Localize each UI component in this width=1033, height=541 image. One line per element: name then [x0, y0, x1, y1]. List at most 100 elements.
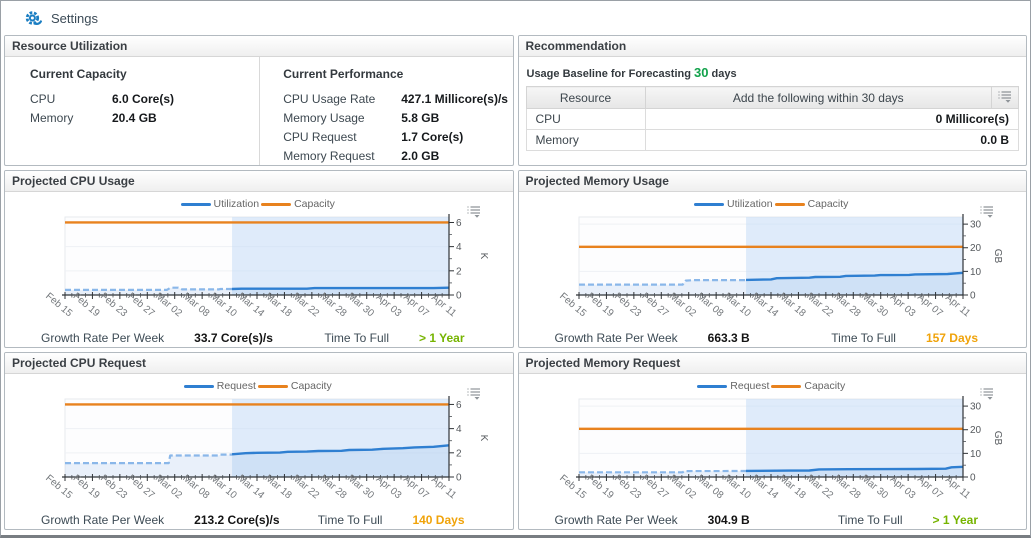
- growth-rate-value: 663.3 B: [707, 331, 750, 345]
- time-to-full-label: Time To Full: [831, 331, 896, 345]
- list-customizer-icon[interactable]: [467, 387, 481, 400]
- table-options-cell: [991, 86, 1019, 109]
- current-capacity-section: Current Capacity CPU 6.0 Core(s) Memory …: [5, 57, 259, 165]
- legend-label: Utilization: [213, 198, 260, 210]
- panel-title: Recommendation: [518, 36, 1026, 57]
- col-add-within: Add the following within 30 days: [644, 86, 992, 109]
- chart-legend: Request Capacity: [519, 380, 1027, 392]
- growth-rate-value: 304.9 B: [707, 513, 750, 527]
- section-title: Current Capacity: [30, 67, 127, 81]
- table-row: Memory 0.0 B: [525, 129, 1019, 151]
- panel-projected-cpu-request: Projected CPU Request Request Capacity: [4, 352, 514, 530]
- svg-text:Apr 03: Apr 03: [887, 292, 917, 320]
- svg-text:30: 30: [970, 402, 982, 413]
- svg-text:Apr 03: Apr 03: [887, 474, 917, 502]
- chart-area: Utilization Capacity Feb 15 Feb 19 Feb 2: [519, 192, 1027, 329]
- baseline-prefix: Usage Baseline for Forecasting: [526, 68, 691, 80]
- metric-label: CPU Usage Rate: [283, 92, 376, 106]
- metric-value: 427.1 Millicore(s)/s: [401, 92, 508, 106]
- legend-swatch: [180, 202, 211, 206]
- current-performance-section: Current Performance CPU Usage Rate 427.1…: [259, 57, 512, 165]
- svg-text:30: 30: [970, 220, 982, 231]
- svg-text:0: 0: [456, 291, 462, 302]
- list-customizer-icon[interactable]: [998, 90, 1012, 103]
- legend-swatch: [261, 202, 292, 206]
- svg-text:Apr 11: Apr 11: [429, 292, 458, 319]
- metric-label: Memory: [30, 111, 74, 125]
- table-header-row: Resource Add the following within 30 day…: [525, 86, 1019, 109]
- usage-baseline-text: Usage Baseline for Forecasting 30 days: [519, 57, 1027, 86]
- growth-rate-label: Growth Rate Per Week: [41, 513, 165, 527]
- settings-link[interactable]: Settings: [51, 10, 98, 26]
- panel-recommendation: Recommendation Usage Baseline for Foreca…: [517, 35, 1027, 166]
- settings-bar: Settings: [1, 1, 1030, 35]
- list-customizer-icon[interactable]: [467, 205, 481, 218]
- svg-text:2: 2: [456, 448, 462, 459]
- col-resource: Resource: [525, 86, 646, 109]
- time-to-full-value: 157 Days: [925, 331, 978, 345]
- svg-text:Apr 07: Apr 07: [401, 474, 431, 502]
- svg-text:10: 10: [970, 449, 982, 460]
- table-row: CPU 0 Millicore(s): [525, 108, 1019, 130]
- svg-text:Apr 11: Apr 11: [429, 474, 458, 501]
- list-customizer-icon[interactable]: [980, 387, 994, 400]
- svg-text:6: 6: [456, 400, 462, 411]
- list-customizer-icon[interactable]: [980, 205, 994, 218]
- resource-cell: CPU: [525, 108, 646, 130]
- svg-text:Apr 07: Apr 07: [401, 292, 431, 320]
- svg-text:Apr 03: Apr 03: [374, 474, 404, 502]
- svg-text:Apr 07: Apr 07: [915, 292, 945, 320]
- legend-swatch: [697, 384, 728, 388]
- recommendation-table: Resource Add the following within 30 day…: [525, 86, 1019, 151]
- metric-row: CPU Usage Rate 427.1 Millicore(s)/s: [283, 92, 512, 106]
- metric-row: CPU Request 1.7 Core(s): [283, 130, 512, 144]
- baseline-suffix: days: [711, 68, 737, 80]
- time-to-full-value: > 1 Year: [419, 331, 465, 345]
- metric-label: CPU Request: [283, 130, 357, 144]
- resource-cell: Memory: [525, 129, 646, 151]
- svg-text:GB: GB: [992, 431, 1003, 446]
- growth-rate-label: Growth Rate Per Week: [554, 331, 678, 345]
- time-to-full-label: Time To Full: [324, 331, 389, 345]
- time-to-full-label: Time To Full: [317, 513, 383, 527]
- panel-projected-memory-request: Projected Memory Request Request Capacit…: [517, 352, 1027, 530]
- chart-stats: Growth Rate Per Week 33.7 Core(s)/s Time…: [5, 329, 513, 347]
- svg-text:Apr 07: Apr 07: [915, 474, 945, 502]
- gear-icon[interactable]: [24, 9, 43, 28]
- resource-value-cell: 0 Millicore(s): [644, 108, 1019, 130]
- panel-title: Projected Memory Usage: [518, 171, 1026, 192]
- legend-swatch: [183, 384, 214, 388]
- legend-label: Capacity: [290, 380, 332, 392]
- chart-stats: Growth Rate Per Week 213.2 Core(s)/s Tim…: [5, 511, 513, 529]
- legend-label: Utilization: [727, 198, 773, 210]
- legend-label: Request: [216, 380, 256, 392]
- svg-text:Apr 11: Apr 11: [943, 292, 972, 319]
- panel-projected-memory-usage: Projected Memory Usage Utilization Capac…: [517, 170, 1027, 348]
- svg-text:GB: GB: [992, 249, 1003, 264]
- legend-label: Request: [730, 380, 770, 392]
- svg-text:K: K: [478, 435, 489, 442]
- svg-text:K: K: [478, 253, 489, 260]
- svg-text:0: 0: [970, 473, 976, 484]
- legend-swatch: [771, 384, 802, 388]
- chart-stats: Growth Rate Per Week 663.3 B Time To Ful…: [519, 329, 1027, 347]
- growth-rate-label: Growth Rate Per Week: [41, 331, 165, 345]
- svg-text:20: 20: [970, 425, 982, 436]
- metric-label: CPU: [30, 92, 56, 106]
- panel-title: Projected CPU Request: [5, 353, 513, 374]
- chart-legend: Request Capacity: [5, 380, 513, 392]
- growth-rate-label: Growth Rate Per Week: [554, 513, 678, 527]
- svg-text:10: 10: [970, 267, 982, 278]
- legend-swatch: [257, 384, 288, 388]
- legend-label: Capacity: [294, 198, 335, 210]
- time-to-full-value: 140 Days: [412, 513, 465, 527]
- svg-text:0: 0: [970, 291, 976, 302]
- chart-area: Utilization Capacity Feb 15 Feb 19 Feb 2: [5, 192, 513, 329]
- panel-title: Projected Memory Request: [518, 353, 1026, 374]
- svg-text:4: 4: [456, 242, 462, 253]
- panel-title: Projected CPU Usage: [5, 171, 513, 192]
